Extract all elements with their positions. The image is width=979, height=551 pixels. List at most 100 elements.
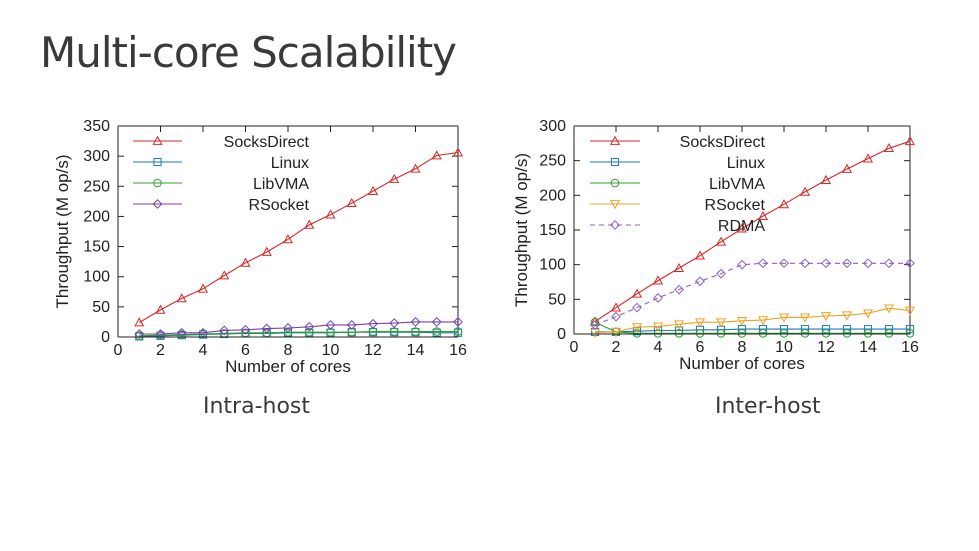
inter-series-line-rsocket [594,307,911,334]
inter-point-linux [863,325,873,334]
inter-point-linux [590,327,600,336]
inter-point-rdma [590,320,600,330]
intra-point-socksdirect [304,219,315,229]
intra-xtick-label: 8 [284,342,293,359]
inter-point-libvma [821,329,831,338]
inter-point-rsocket [799,313,811,323]
inter-point-libvma [695,329,705,338]
inter-point-rdma [674,284,684,295]
inter-xtick-label: 10 [775,339,793,356]
inter-y-axis-label: Throughput (M op/s) [512,153,531,307]
inter-point-socksdirect [904,136,916,146]
inter-legend-marker-linux [610,157,620,167]
inter-point-socksdirect [652,275,664,285]
intra-point-socksdirect [155,304,166,314]
inter-series-line-libvma [594,321,910,334]
inter-legend-label-libvma: LibVMA [709,176,765,193]
intra-legend-marker-socksdirect [152,135,163,145]
intra-point-libvma [156,330,165,340]
intra-point-rsocket [155,329,166,339]
inter-point-rdma [653,293,663,303]
inter-point-rdma [737,259,747,270]
inter-point-linux [800,325,810,334]
inter-point-socksdirect [778,199,790,209]
inter-point-libvma [632,329,642,338]
inter-point-rsocket [841,311,853,321]
inter-point-rdma [695,276,705,287]
intra-point-socksdirect [240,257,251,267]
intra-point-rsocket [219,325,230,336]
intra-legend-marker-linux [153,157,162,167]
inter-point-libvma [779,329,789,338]
intra-y-axis-label: Throughput (M op/s) [53,154,72,308]
inter-legend-marker-rdma [610,220,620,230]
inter-legend-label-socksdirect: SocksDirect [680,134,766,151]
intra-point-rsocket [325,320,336,330]
inter-point-rsocket [610,328,622,338]
intra-point-rsocket [304,321,315,332]
intra-xtick-label: 14 [407,342,425,359]
inter-point-rdma [611,311,621,322]
inter-point-rsocket [715,318,727,328]
inter-legend-marker-rsocket [609,200,621,210]
inter-point-linux [884,325,894,334]
inter-point-linux [842,325,852,334]
intra-legend-marker-rsocket [152,199,163,209]
inter-point-socksdirect [736,223,748,233]
inter-legend-marker-libvma [610,178,620,188]
inter-point-libvma [653,329,663,338]
inter-point-rdma [758,258,768,269]
inter-legend-label-rdma: RDMA [718,218,765,235]
inter-point-linux [758,325,768,334]
inter-point-socksdirect [673,262,685,272]
inter-point-rdma [800,258,810,269]
inter-xtick-label: 14 [859,339,877,356]
intra-series-line-socksdirect [139,151,459,323]
inter-series-line-rdma [594,262,910,326]
intra-ytick-label: 200 [83,208,110,225]
inter-point-libvma [737,329,747,338]
inter-xtick-label: 12 [817,339,835,356]
inter-point-libvma [674,329,684,338]
inter-xtick-label: 2 [612,339,621,356]
inter-point-rdma [716,268,726,279]
intra-point-libvma [134,331,144,341]
intra-point-socksdirect [410,163,421,173]
inter-point-libvma [590,317,600,327]
intra-point-rsocket [453,317,463,327]
inter-point-rdma [884,258,894,269]
inter-point-linux [779,325,789,334]
intra-xtick-label: 10 [322,342,340,359]
inter-point-socksdirect [841,163,853,173]
inter-point-rdma [632,302,642,313]
intra-x-axis-label: Number of cores [225,357,351,376]
intra-point-socksdirect [452,147,464,157]
intra-series-line-linux [139,331,458,337]
intra-series-line-rsocket [139,321,458,335]
inter-x-axis-label: Number of cores [679,354,805,373]
intra-point-libvma [432,327,442,336]
inter-point-rsocket [736,316,748,327]
intra-ytick-label: 300 [83,148,110,165]
intra-point-socksdirect [176,293,187,303]
inter-point-rdma [905,258,915,269]
inter-point-libvma [884,329,894,338]
intra-point-socksdirect [367,185,379,195]
inter-ytick-label: 250 [539,153,566,170]
intra-ytick-label: 100 [83,269,110,286]
intra-point-libvma [453,327,463,336]
inter-xtick-label: 4 [654,339,663,356]
inter-ytick-label: 100 [539,257,566,274]
intra-xtick-label: 12 [364,342,382,359]
inter-point-libvma [842,329,852,338]
inter-point-rsocket [673,320,685,330]
inter-point-libvma [758,329,768,338]
intra-point-rsocket [134,329,145,339]
inter-point-rsocket [757,316,769,326]
inter-point-rdma [821,258,831,269]
intra-point-socksdirect [197,283,209,293]
inter-point-rsocket [778,313,790,323]
intra-xtick-label: 4 [199,342,208,359]
inter-point-linux [905,325,915,334]
